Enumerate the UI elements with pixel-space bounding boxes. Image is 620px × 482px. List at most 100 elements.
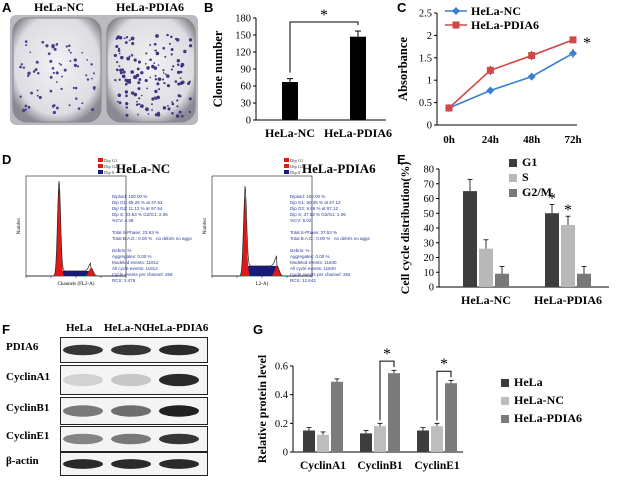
- data-point: [445, 104, 453, 112]
- colony-dot: [158, 88, 161, 91]
- blot-band: [63, 459, 103, 469]
- bar: [374, 426, 386, 452]
- colony-dot: [138, 103, 141, 106]
- colony-dot: [130, 36, 135, 41]
- colony-dot: [41, 40, 45, 44]
- colony-dot: [153, 42, 157, 46]
- legend-label: HeLa-NC: [471, 4, 521, 18]
- blot-row-label: PDIA6: [6, 341, 39, 353]
- colony-dot: [179, 77, 182, 80]
- data-point: [486, 86, 495, 95]
- colony-dot: [125, 35, 129, 39]
- colony-dot: [170, 35, 173, 39]
- y-tick-label: 1.5: [419, 53, 432, 64]
- colony-dot: [85, 74, 88, 77]
- colony-dot: [124, 82, 128, 86]
- flow-legend-label: Dip S: [104, 170, 115, 175]
- y-axis-label: Number: [17, 217, 22, 234]
- blot-band: [159, 459, 199, 469]
- colony-dot: [25, 44, 28, 47]
- colony-dot: [51, 104, 55, 108]
- colony-dot: [134, 76, 138, 80]
- colony-dot: [53, 47, 57, 51]
- y-tick-label: 2.5: [419, 9, 432, 20]
- protein-level-chart: 0 0.2 0.4 0.6 Relative protein level CyclinA1…: [255, 346, 582, 472]
- colony-dot: [115, 68, 119, 72]
- blot-row-label: β-actin: [6, 455, 39, 467]
- flow-legend-swatch: [98, 170, 103, 174]
- series-line: [448, 39, 574, 109]
- x-tick-label: HeLa-NC: [265, 126, 315, 140]
- colony-dot: [93, 88, 96, 91]
- y-tick-label: 180: [235, 14, 251, 25]
- colony-dot: [136, 67, 140, 71]
- colony-dot: [162, 106, 167, 110]
- colony-dishes-image: [10, 15, 198, 125]
- legend-label: HeLa-PDIA6: [471, 18, 539, 32]
- colony-dot: [176, 99, 179, 102]
- colony-dot: [171, 102, 175, 106]
- dish-label-pdia6: HeLa-PDIA6: [116, 0, 184, 14]
- cell-cycle-chart: 0 10 20 30 40 50 60 70 80 Cell cycle distribution…: [398, 155, 609, 307]
- colony-dot: [68, 44, 71, 47]
- bar: [282, 82, 298, 120]
- colony-dot: [146, 87, 148, 90]
- s-phase-fill: [59, 271, 91, 276]
- flow-legend-label: Dip G2: [104, 164, 117, 169]
- colony-dot: [37, 71, 40, 75]
- panel-letter-a: A: [2, 0, 12, 15]
- significance-bracket: [379, 360, 395, 421]
- colony-dot: [138, 97, 141, 100]
- colony-dot: [130, 70, 135, 74]
- blot-band: [111, 405, 151, 417]
- bar: [417, 430, 429, 452]
- colony-dot: [188, 110, 192, 114]
- colony-dot: [24, 104, 28, 108]
- colony-dot: [55, 81, 58, 83]
- flow-legend-label: Dip G1: [104, 158, 117, 163]
- y-tick-label: 150: [235, 31, 251, 42]
- colony-dot: [135, 73, 140, 78]
- blot-band: [63, 344, 103, 356]
- colony-dot: [188, 97, 192, 101]
- blot-lane-strip: [60, 426, 208, 452]
- bar: [577, 273, 591, 287]
- y-tick-label: 0: [427, 121, 432, 132]
- blot-band: [159, 344, 199, 356]
- g2-peak: [272, 266, 284, 276]
- legend-label: HeLa-PDIA6: [514, 411, 582, 425]
- colony-dot: [35, 60, 39, 64]
- colony-dot: [177, 64, 180, 66]
- colony-dot: [189, 44, 193, 48]
- blot-row-label: CyclinA1: [6, 371, 50, 383]
- blot-row-label: CyclinE1: [6, 430, 50, 442]
- colony-dot: [151, 109, 154, 111]
- colony-dot: [128, 55, 131, 58]
- colony-dot: [166, 84, 171, 88]
- legend-label: HeLa: [514, 375, 543, 389]
- colony-dot: [178, 110, 182, 114]
- colony-dot: [168, 42, 171, 45]
- colony-dot: [166, 33, 169, 37]
- y-tick-label: 1: [427, 76, 432, 87]
- colony-dot: [52, 110, 56, 115]
- y-tick-label: 0.5: [419, 98, 432, 109]
- colony-dot: [118, 78, 121, 81]
- colony-dot: [151, 97, 155, 101]
- y-tick-label: 40: [424, 224, 435, 235]
- colony-dot: [133, 92, 138, 97]
- colony-dot: [156, 82, 160, 86]
- blot-col-hela-nc: HeLa-NC: [104, 322, 150, 334]
- colony-dot: [32, 70, 36, 73]
- colony-dot: [176, 70, 181, 75]
- y-axis-label: Number: [203, 217, 208, 234]
- bar: [445, 383, 457, 452]
- colony-dot: [171, 111, 174, 115]
- colony-dot: [56, 106, 59, 110]
- colony-dot: [170, 68, 173, 71]
- histogram-outline: [212, 185, 312, 277]
- colony-dot: [131, 42, 135, 46]
- colony-dot: [27, 74, 30, 78]
- colony-dot: [151, 64, 155, 69]
